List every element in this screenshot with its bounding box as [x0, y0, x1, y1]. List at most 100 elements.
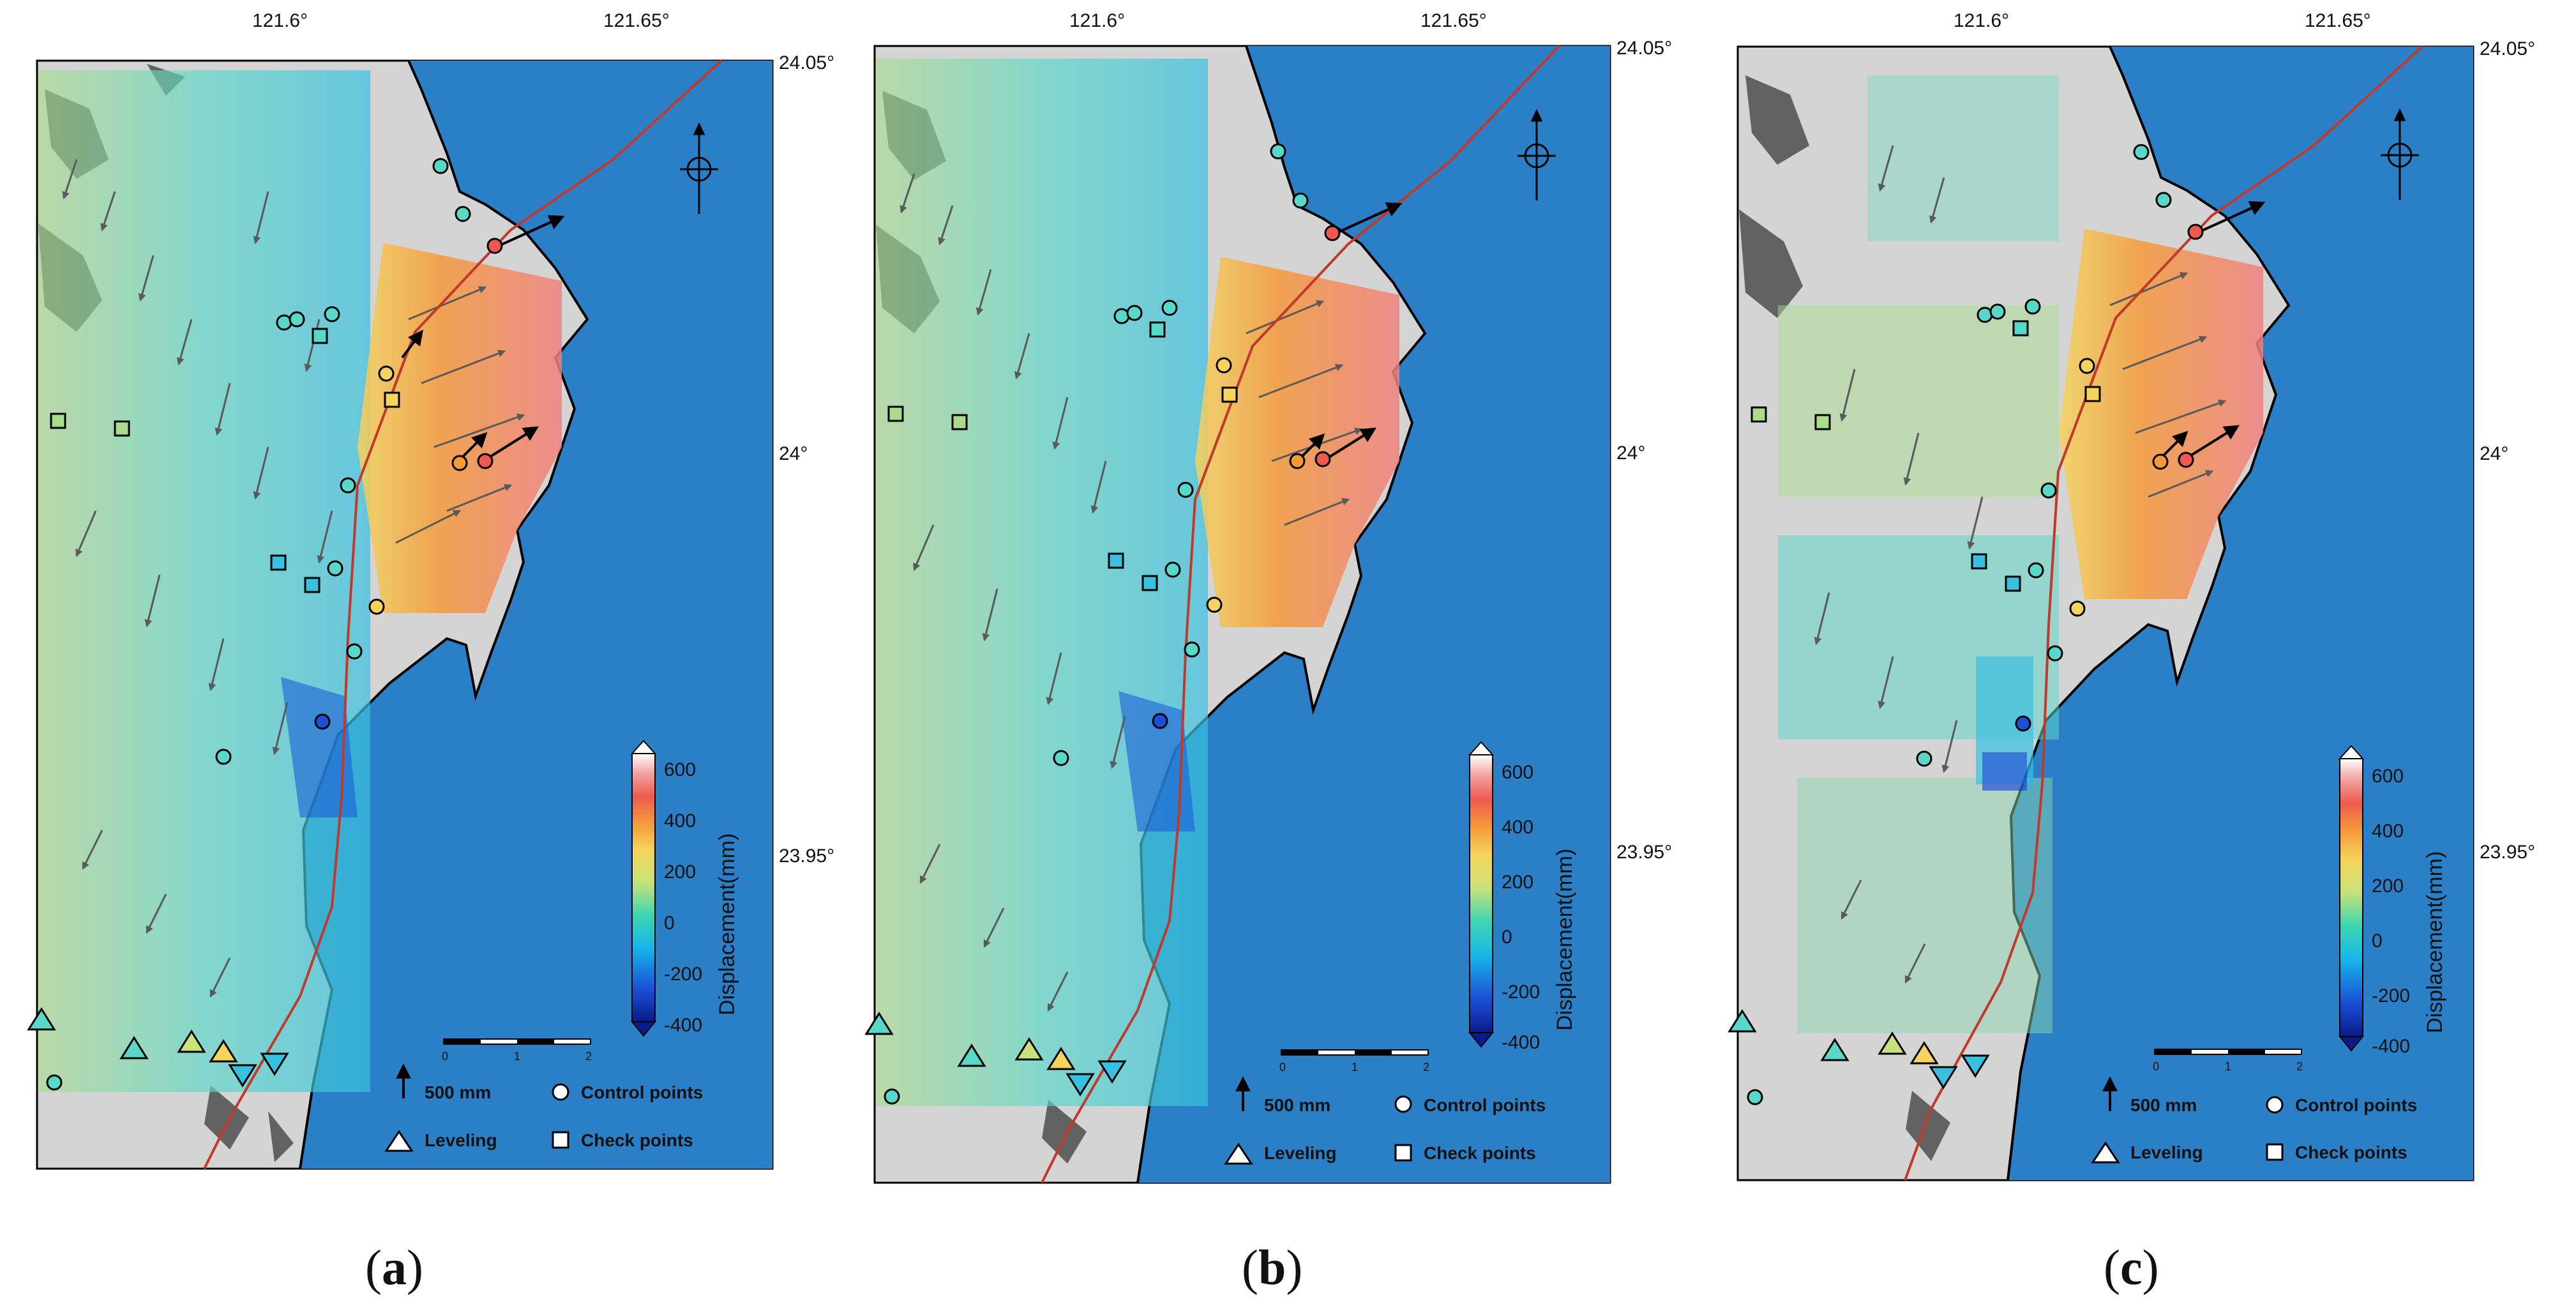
svg-text:-200: -200	[664, 964, 702, 985]
svg-text:500 mm: 500 mm	[425, 1082, 491, 1102]
svg-text:1: 1	[1352, 1061, 1358, 1074]
fault-line	[203, 59, 723, 1169]
svg-text:Control points: Control points	[1424, 1095, 1546, 1115]
svg-text:121.65°: 121.65°	[1420, 10, 1487, 31]
svg-text:Displacement(mm): Displacement(mm)	[715, 833, 739, 1015]
svg-text:600: 600	[2372, 766, 2404, 787]
svg-text:23.95°: 23.95°	[1616, 842, 1672, 863]
west-displacement	[876, 59, 1208, 1106]
legend: 500 mm Control points Leveling Check poi…	[1224, 1076, 1546, 1165]
fault-line	[1904, 45, 2423, 1181]
caption-c: (c)	[2104, 1240, 2159, 1295]
svg-text:600: 600	[664, 759, 696, 780]
svg-text:24°: 24°	[2480, 443, 2508, 464]
svg-text:Leveling: Leveling	[2130, 1142, 2203, 1162]
lat-ticks: 24.05° 24° 23.95°	[1616, 38, 1672, 863]
svg-text:-200: -200	[2372, 985, 2410, 1006]
control-points	[1747, 144, 2204, 1105]
svg-text:2: 2	[2296, 1060, 2303, 1073]
svg-text:24°: 24°	[779, 443, 808, 464]
svg-text:-400: -400	[2372, 1036, 2410, 1057]
svg-text:23.95°: 23.95°	[2480, 842, 2535, 863]
svg-text:Check points: Check points	[2295, 1142, 2407, 1162]
caption-b: (b)	[1242, 1240, 1303, 1295]
panel-a: 121.6° 121.65° 24.05° 24° 23.95° 600 400…	[27, 10, 834, 1170]
svg-text:400: 400	[2372, 821, 2404, 842]
west-displacement	[1778, 75, 2059, 1033]
svg-text:400: 400	[664, 810, 696, 831]
svg-text:24.05°: 24.05°	[779, 52, 834, 73]
lat-ticks: 24.05° 24° 23.95°	[2480, 38, 2535, 863]
colorbar: 600 400 200 0 -200 -400 Displacement(mm)	[1468, 741, 1577, 1053]
leveling-points	[864, 1012, 1127, 1097]
leveling-points	[1728, 1009, 1990, 1089]
scalebar: 0 1 2	[442, 1038, 592, 1063]
svg-text:200: 200	[1502, 872, 1533, 893]
svg-text:24.05°: 24.05°	[1616, 38, 1672, 59]
svg-text:0: 0	[664, 913, 675, 934]
svg-text:121.65°: 121.65°	[2305, 10, 2371, 31]
svg-text:200: 200	[664, 861, 696, 883]
svg-text:Leveling: Leveling	[425, 1130, 497, 1150]
legend: 500 mm Control points Leveling Check poi…	[2091, 1076, 2417, 1164]
north-arrow-icon	[1518, 109, 1556, 201]
panel-c: 121.6° 121.65° 24.05° 24° 23.95° 600 400…	[1728, 10, 2535, 1181]
terrain-shadows	[1739, 75, 1950, 1161]
svg-text:Control points: Control points	[581, 1082, 703, 1102]
gps-vectors	[401, 215, 565, 461]
svg-text:121.65°: 121.65°	[603, 10, 670, 31]
lon-ticks: 121.6° 121.65°	[1069, 10, 1487, 31]
lon-ticks: 121.6° 121.65°	[252, 10, 670, 31]
panel-b: 121.6° 121.65° 24.05° 24° 23.95° 600 400…	[864, 10, 1672, 1184]
legend: 500 mm Control points Leveling Check poi…	[384, 1063, 703, 1152]
displacement-vectors	[62, 159, 525, 998]
scalebar: 0 1 2	[2153, 1049, 2303, 1073]
svg-text:2: 2	[1423, 1061, 1429, 1074]
colorbar: 600 400 200 0 -200 -400 Displacement(mm)	[630, 740, 739, 1037]
svg-text:Displacement(mm): Displacement(mm)	[1553, 849, 1577, 1031]
caption-a: (a)	[365, 1240, 423, 1295]
svg-text:Check points: Check points	[581, 1130, 693, 1150]
lon-ticks: 121.6° 121.65°	[1954, 10, 2371, 31]
svg-text:-200: -200	[1502, 982, 1540, 1003]
svg-text:0: 0	[442, 1050, 448, 1063]
control-points	[46, 158, 503, 1091]
map-frame	[27, 59, 774, 1170]
control-points	[884, 143, 1341, 1105]
svg-text:24°: 24°	[1616, 443, 1645, 464]
leveling-points	[27, 1007, 289, 1088]
svg-text:Check points: Check points	[1424, 1143, 1536, 1163]
svg-text:121.6°: 121.6°	[252, 10, 308, 31]
scalebar: 0 1 2	[1279, 1049, 1429, 1074]
svg-text:0: 0	[1279, 1061, 1286, 1074]
svg-text:-400: -400	[664, 1015, 702, 1036]
svg-text:0: 0	[1502, 927, 1512, 948]
subsidence-zone	[281, 677, 358, 817]
svg-text:500 mm: 500 mm	[2130, 1095, 2197, 1115]
svg-text:1: 1	[2225, 1060, 2231, 1073]
uplift-zone	[1195, 257, 1399, 627]
svg-text:24.05°: 24.05°	[2480, 38, 2535, 59]
svg-text:400: 400	[1502, 817, 1533, 838]
north-arrow-icon	[680, 122, 718, 214]
check-points	[50, 328, 400, 593]
svg-text:0: 0	[2153, 1060, 2159, 1073]
svg-text:2: 2	[585, 1050, 592, 1063]
lat-ticks: 24.05° 24° 23.95°	[779, 52, 834, 867]
displacement-vectors	[900, 173, 1363, 1012]
svg-text:600: 600	[1502, 762, 1533, 783]
map-frame	[864, 45, 1611, 1184]
svg-text:23.95°: 23.95°	[779, 846, 834, 867]
svg-text:-400: -400	[1502, 1032, 1540, 1053]
svg-text:200: 200	[2372, 876, 2404, 897]
svg-text:0: 0	[2372, 930, 2383, 952]
svg-text:121.6°: 121.6°	[1069, 10, 1125, 31]
svg-text:Control points: Control points	[2295, 1095, 2417, 1115]
uplift-zone	[2059, 229, 2263, 599]
svg-text:121.6°: 121.6°	[1954, 10, 2009, 31]
svg-text:1: 1	[514, 1050, 520, 1063]
displacement-vectors	[1814, 145, 2227, 984]
svg-text:500 mm: 500 mm	[1264, 1095, 1330, 1115]
check-points	[1751, 320, 2101, 592]
